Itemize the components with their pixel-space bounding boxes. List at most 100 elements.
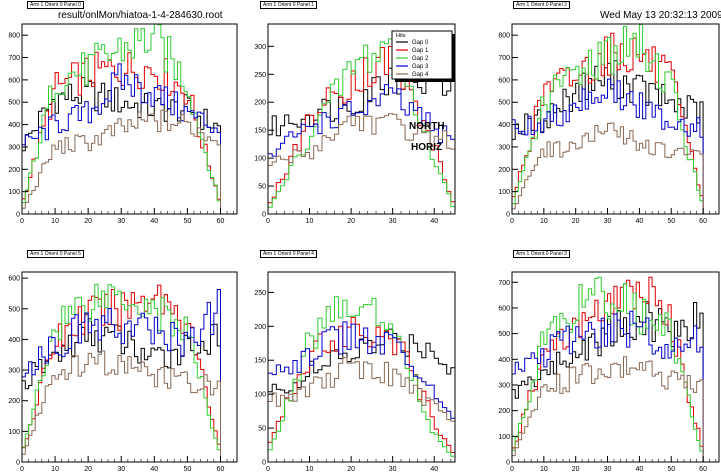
legend-title: Hits xyxy=(396,33,406,39)
x-tick-label: 50 xyxy=(667,466,675,473)
series-gap-0 xyxy=(267,62,456,214)
series-gap-3 xyxy=(21,63,221,214)
x-tick-label: 30 xyxy=(117,466,125,473)
y-tick-label: 250 xyxy=(254,290,266,297)
y-tick-label: 400 xyxy=(8,337,20,344)
x-tick-label: 30 xyxy=(604,466,612,473)
y-tick-label: 500 xyxy=(8,306,20,313)
y-tick-label: 50 xyxy=(258,426,266,433)
panel-5-title: Arm 1 Orient 0 Panel 3 xyxy=(513,250,570,258)
y-tick-label: 0 xyxy=(506,460,510,467)
series-gap-4 xyxy=(511,356,704,462)
y-tick-label: 0 xyxy=(16,460,20,467)
x-tick-label: 10 xyxy=(51,218,59,225)
y-tick-label: 0 xyxy=(506,212,510,219)
x-tick-label: 40 xyxy=(635,466,643,473)
plot-frame xyxy=(21,23,238,215)
y-tick-label: 700 xyxy=(498,55,510,62)
x-tick-label: 0 xyxy=(510,218,514,225)
x-tick-label: 10 xyxy=(306,466,314,473)
legend: Hits Gap 0 Gap 1 Gap 2 Gap 3 Gap 4 xyxy=(391,30,455,82)
series-gap-2 xyxy=(511,276,704,462)
x-tick-label: 30 xyxy=(604,218,612,225)
y-tick-label: 0 xyxy=(262,460,266,467)
panel-0-title: Arm 1 Orient 0 Panel 0 xyxy=(27,1,84,9)
series-gap-3 xyxy=(267,321,456,462)
x-tick-label: 10 xyxy=(306,218,314,225)
x-tick-label: 60 xyxy=(699,466,707,473)
y-tick-label: 300 xyxy=(8,144,20,151)
y-tick-label: 600 xyxy=(8,77,20,84)
y-tick-label: 250 xyxy=(254,72,266,79)
series-gap-3 xyxy=(511,78,704,214)
plot-frame xyxy=(267,271,456,463)
y-tick-label: 500 xyxy=(498,331,510,338)
y-tick-label: 200 xyxy=(254,324,266,331)
y-tick-label: 500 xyxy=(8,100,20,107)
series-gap-4 xyxy=(267,113,456,214)
x-tick-label: 10 xyxy=(540,466,548,473)
y-tick-label: 200 xyxy=(8,167,20,174)
y-tick-label: 150 xyxy=(254,128,266,135)
series-gap-2 xyxy=(21,23,221,214)
plot-frame xyxy=(511,23,720,215)
series-gap-1 xyxy=(267,316,456,462)
y-tick-label: 400 xyxy=(498,122,510,129)
x-tick-label: 0 xyxy=(266,466,270,473)
timestamp-label: Wed May 13 20:32:13 2009 xyxy=(600,10,721,21)
annotation-horiz: HORIZ xyxy=(411,142,443,153)
series-gap-1 xyxy=(511,276,704,462)
y-tick-label: 600 xyxy=(8,276,20,283)
legend-entry: Gap 3 xyxy=(412,64,429,70)
annotation-north: NORTH xyxy=(409,121,445,132)
plot-frame xyxy=(21,271,238,463)
legend-box xyxy=(391,30,453,80)
series-gap-2 xyxy=(267,296,456,462)
y-tick-label: 0 xyxy=(262,212,266,219)
y-tick-label: 600 xyxy=(498,77,510,84)
y-tick-label: 700 xyxy=(8,55,20,62)
y-tick-label: 100 xyxy=(254,156,266,163)
x-tick-label: 30 xyxy=(389,218,397,225)
y-tick-label: 600 xyxy=(498,305,510,312)
file-name-label: result/onlMon/hiatoa-1-4-284630.root xyxy=(58,10,223,21)
legend-entry: Gap 0 xyxy=(412,40,429,46)
legend-entry: Gap 1 xyxy=(412,48,429,54)
x-tick-label: 20 xyxy=(347,466,355,473)
y-tick-label: 200 xyxy=(8,398,20,405)
series-gap-4 xyxy=(21,350,221,462)
y-tick-label: 300 xyxy=(8,368,20,375)
x-tick-label: 40 xyxy=(150,466,158,473)
y-tick-label: 100 xyxy=(498,189,510,196)
x-tick-label: 0 xyxy=(20,218,24,225)
y-tick-label: 100 xyxy=(254,392,266,399)
panel-2-title: Arm 1 Orient 0 Panel 2 xyxy=(513,1,570,9)
x-tick-label: 0 xyxy=(20,466,24,473)
plot-frame xyxy=(511,271,720,463)
x-tick-label: 60 xyxy=(217,218,225,225)
x-tick-label: 50 xyxy=(183,218,191,225)
x-tick-label: 40 xyxy=(635,218,643,225)
y-tick-label: 100 xyxy=(498,434,510,441)
panel-1-title: Arm 1 Orient 0 Panel 1 xyxy=(260,1,317,9)
series-gap-2 xyxy=(511,24,704,214)
series-gap-4 xyxy=(267,357,456,462)
x-tick-label: 10 xyxy=(540,218,548,225)
y-tick-label: 200 xyxy=(498,408,510,415)
series-gap-3 xyxy=(511,310,704,462)
y-tick-label: 200 xyxy=(498,167,510,174)
x-tick-label: 10 xyxy=(51,466,59,473)
x-tick-label: 0 xyxy=(510,466,514,473)
y-tick-label: 800 xyxy=(8,33,20,40)
y-tick-label: 300 xyxy=(498,144,510,151)
x-tick-label: 50 xyxy=(667,218,675,225)
y-tick-label: 100 xyxy=(8,429,20,436)
x-tick-label: 40 xyxy=(430,218,438,225)
panel-4-title: Arm 1 Orient 0 Panel 4 xyxy=(260,250,317,258)
x-tick-label: 60 xyxy=(217,466,225,473)
panel-1: 0 10 20 30 40 0 50 100 150 200 250 300 xyxy=(254,23,456,225)
